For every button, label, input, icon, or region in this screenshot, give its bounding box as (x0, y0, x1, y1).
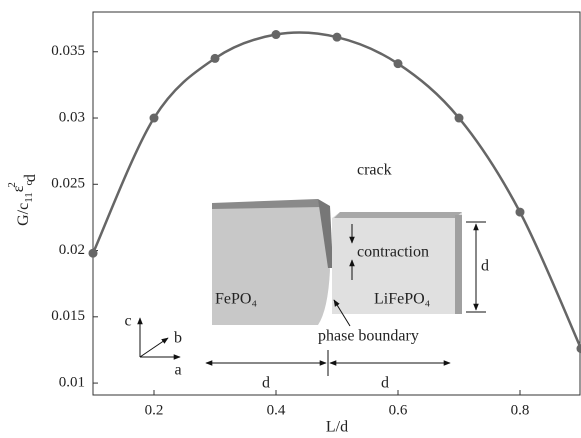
annotation: contraction (357, 244, 429, 261)
y-tick-label: 0.035 (51, 43, 85, 59)
point (271, 30, 281, 40)
lifepo4-top (334, 212, 462, 218)
crack-wedge (318, 199, 333, 268)
point (149, 113, 159, 123)
y-axis-label-part: G/c (15, 203, 32, 226)
y-axis-label-part: 2 (6, 182, 18, 188)
y-axis-label: G/c11εc2d (6, 174, 39, 226)
point (393, 59, 403, 69)
y-axis-label-part: ε (10, 185, 27, 192)
inset-diagram (137, 199, 486, 376)
annotation: c (124, 313, 131, 330)
point (454, 113, 464, 123)
point (88, 248, 98, 258)
y-tick-label: 0.03 (59, 109, 85, 125)
annotation: phase boundary (318, 328, 419, 345)
y-tick-label: 0.01 (59, 375, 85, 391)
point (576, 344, 581, 354)
annotation: d (481, 258, 489, 275)
point (332, 32, 342, 42)
annotation: b (174, 330, 182, 347)
annotation: d (262, 375, 270, 392)
annotation: LiFePO₄ (374, 291, 431, 308)
point (515, 207, 525, 217)
annotation: a (174, 362, 181, 379)
y-tick-label: 0.02 (59, 242, 85, 258)
fepo4-block (212, 203, 330, 325)
x-tick-label: 0.6 (389, 402, 408, 418)
annotation: crack (357, 162, 392, 179)
fepo4-top (212, 199, 322, 209)
x-tick-label: 0.4 (267, 402, 286, 418)
y-tick-label: 0.025 (51, 176, 85, 192)
annotation: d (381, 375, 389, 392)
lifepo4-block (332, 212, 462, 314)
annotation: FePO₄ (215, 291, 257, 308)
x-tick-label: 0.8 (511, 402, 530, 418)
y-axis-label-part: 11 (23, 192, 35, 203)
plot-frame (92, 11, 581, 396)
point (210, 53, 220, 63)
axis-arrow (139, 337, 169, 358)
y-axis-label-part: c (23, 180, 35, 185)
y-axis-label-part: d (22, 174, 39, 182)
x-tick-label: 0.2 (145, 402, 164, 418)
lifepo4-edge (455, 215, 462, 314)
pointer-arrow (333, 299, 351, 327)
y-tick-label: 0.015 (51, 308, 85, 324)
x-axis-label: L/d (326, 419, 348, 436)
